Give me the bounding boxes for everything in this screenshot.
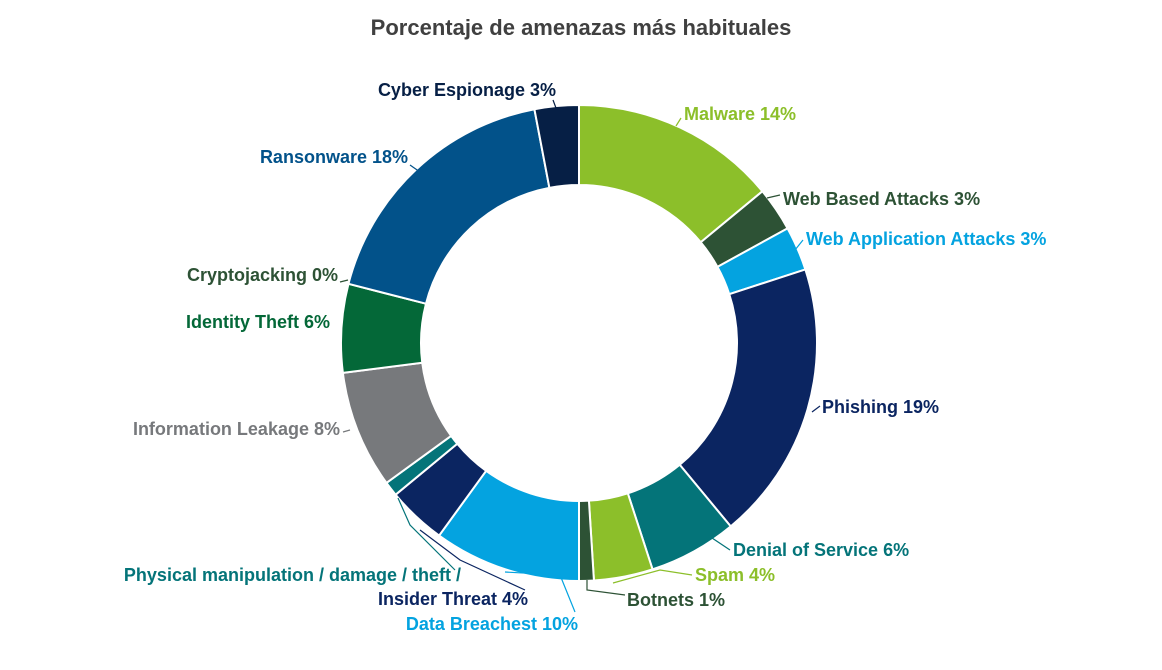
leader-physical-manipulation-damage-theft: [397, 497, 456, 571]
leader-data-breachest-10: [504, 571, 576, 613]
slice-labels: Malware 14% Web Based Attacks 3% Web Appli…: [124, 80, 1046, 634]
label-ransonware-18: Ransonware 18%: [260, 147, 408, 167]
label-phishing-19: Phishing 19%: [822, 397, 939, 417]
slice-cyber-espionage-3: [533, 103, 580, 189]
label-physical-manipulation-damage-theft: Physical manipulation / damage / theft /: [124, 565, 461, 585]
leader-cryptojacking-0: [339, 279, 349, 283]
leader-denial-of-service-6: [692, 537, 731, 551]
leader-web-based-attacks-3: [766, 194, 781, 199]
label-spam-4: Spam 4%: [695, 565, 775, 585]
chart-title: Porcentaje de amenazas más habituales: [371, 15, 792, 40]
label-cryptojacking-0: Cryptojacking 0%: [187, 265, 338, 285]
leader-malware-14: [675, 117, 682, 127]
label-cyber-espionage-3: Cyber Espionage 3%: [378, 80, 556, 100]
label-leader-lines: [339, 99, 821, 613]
leader-botnets-1: [586, 580, 626, 596]
label-denial-of-service-6: Denial of Service 6%: [733, 540, 909, 560]
leader-phishing-19: [811, 405, 821, 413]
leader-spam-4: [612, 569, 693, 584]
slice-phishing-19: [678, 268, 818, 528]
label-malware-14: Malware 14%: [684, 104, 796, 124]
leader-information-leakage-8: [342, 429, 351, 433]
label-web-application-attacks-3: Web Application Attacks 3%: [806, 229, 1046, 249]
leader-ransonware-18: [409, 164, 421, 173]
leader-cyber-espionage-3: [552, 99, 557, 109]
label-insider-threat-4: Insider Threat 4%: [378, 589, 528, 609]
label-data-breachest-10: Data Breachest 10%: [406, 614, 578, 634]
leader-insider-threat-4: [419, 529, 526, 591]
label-botnets-1: Botnets 1%: [627, 590, 725, 610]
leader-web-application-attacks-3: [794, 239, 804, 251]
label-information-leakage-8: Information Leakage 8%: [133, 419, 340, 439]
label-identity-theft-6: Identity Theft 6%: [186, 312, 330, 332]
slice-ransonware-18: [347, 108, 551, 305]
donut-slices: [340, 103, 818, 583]
label-web-based-attacks-3: Web Based Attacks 3%: [783, 189, 980, 209]
